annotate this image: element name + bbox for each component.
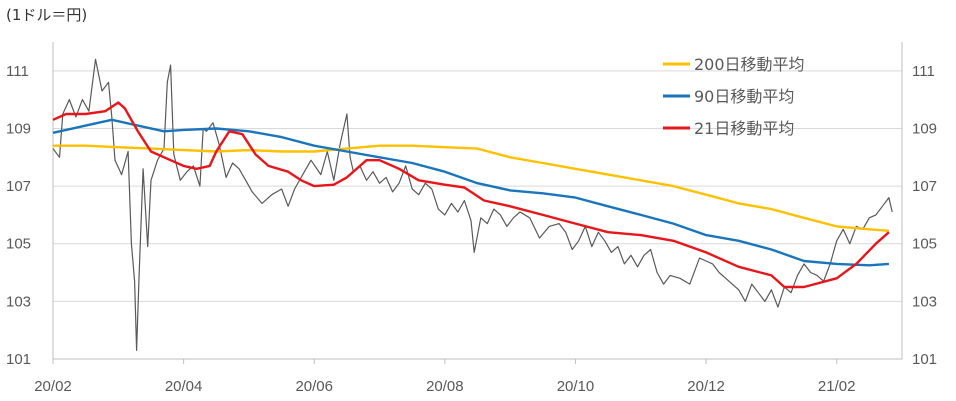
y-tick-label-right: 105 <box>912 236 937 253</box>
x-tick-label: 20/06 <box>295 378 333 395</box>
x-tick-label: 20/04 <box>165 378 203 395</box>
y-tick-label-right: 107 <box>912 178 937 195</box>
y-tick-label-left: 111 <box>6 63 29 80</box>
legend: 200日移動平均 90日移動平均 21日移動平均 <box>663 55 805 138</box>
y-tick-label-right: 101 <box>912 351 937 368</box>
grid-lines <box>53 70 902 302</box>
y-tick-label-right: 111 <box>912 63 935 80</box>
legend-label: 21日移動平均 <box>694 119 794 138</box>
y-ticks-left: 101 103 105 107 109 111 <box>6 63 31 368</box>
y-axis-unit-label: (1ドル＝円) <box>6 6 88 24</box>
y-tick-label-left: 101 <box>6 351 31 368</box>
legend-label: 200日移動平均 <box>694 55 805 74</box>
series-line-200d <box>53 144 889 232</box>
x-tick-label: 20/08 <box>426 378 464 395</box>
y-tick-label-left: 105 <box>6 236 31 253</box>
x-ticks: 20/02 20/04 20/06 20/08 20/10 20/12 21/02 <box>34 359 855 395</box>
y-tick-label-left: 109 <box>6 120 31 137</box>
x-tick-label: 20/10 <box>557 378 595 395</box>
series-lines <box>52 58 893 351</box>
y-tick-label-left: 103 <box>6 293 31 310</box>
legend-label: 90日移動平均 <box>694 87 794 106</box>
y-tick-label-right: 109 <box>912 120 937 137</box>
x-tick-label: 20/02 <box>34 378 72 395</box>
y-tick-label-left: 107 <box>6 178 31 195</box>
series-line-90d <box>52 118 889 267</box>
y-ticks-right: 101 103 105 107 109 111 <box>912 63 937 368</box>
x-tick-label: 20/12 <box>687 378 725 395</box>
axes <box>52 42 903 360</box>
x-tick-label: 21/02 <box>818 378 856 395</box>
y-tick-label-right: 103 <box>912 293 937 310</box>
series-line-21d <box>52 101 890 289</box>
